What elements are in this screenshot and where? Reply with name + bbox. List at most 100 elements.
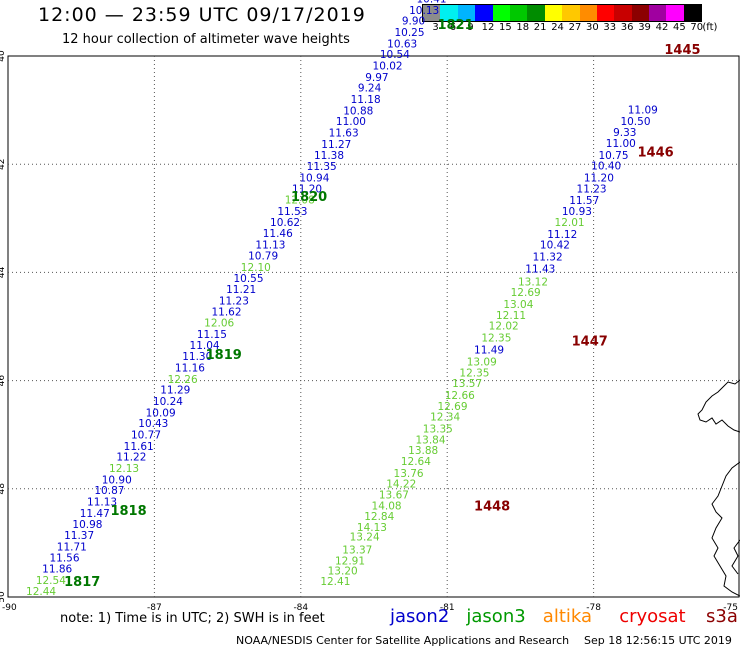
wave-height-value: 11.20: [584, 173, 614, 185]
wave-height-value: 12.44: [26, 586, 56, 598]
legend-bin-label: 70: [690, 22, 704, 33]
wave-height-value: 10.42: [540, 240, 570, 252]
wave-height-value: 10.55: [233, 273, 263, 285]
wave-height-value: 9.33: [613, 127, 636, 139]
legend-bin-label: 33: [603, 22, 617, 33]
wave-height-value: 10.25: [394, 27, 424, 39]
legend-bin-label: 21: [533, 22, 547, 33]
legend-unit-label: (ft): [702, 22, 718, 33]
wave-height-value: 11.62: [211, 307, 241, 319]
wave-height-value: 12.66: [445, 390, 475, 402]
wave-height-value: 13.35: [423, 424, 453, 436]
wave-height-value: 12.69: [511, 287, 541, 299]
legend-swatch: [649, 5, 667, 21]
wave-height-value: 9.90: [402, 16, 425, 28]
wave-height-value: 12.11: [496, 310, 526, 322]
wave-height-value: 11.09: [628, 104, 658, 116]
footer-timestamp: Sep 18 12:56:15 UTC 2019: [584, 634, 732, 647]
legend-bin-label: 12: [481, 22, 495, 33]
wave-height-value: 11.71: [57, 541, 87, 553]
legend-bin-label: 9: [467, 22, 474, 33]
legend-swatch: [579, 5, 597, 21]
pass-time-label: 1818: [110, 504, 146, 519]
wave-height-value: 11.38: [314, 150, 344, 162]
wave-height-value: 11.61: [124, 441, 154, 453]
legend-swatch: [544, 5, 563, 21]
wave-height-value: 13.57: [452, 378, 482, 390]
legend-swatch: [562, 5, 580, 21]
x-tick-label: -75: [723, 603, 738, 613]
wave-height-value: 11.57: [569, 195, 599, 207]
wave-height-value: 14.13: [357, 522, 387, 534]
wave-height-value: 12.54: [36, 575, 66, 587]
wave-height-value: 10.09: [146, 407, 176, 419]
wave-height-value: 10.77: [131, 429, 161, 441]
mission-label: jason2: [390, 606, 450, 627]
mission-label: cryosat: [619, 606, 686, 627]
legend-swatch: [666, 5, 684, 21]
legend-bin-label: 42: [655, 22, 669, 33]
wave-height-value: 14.08: [372, 500, 402, 512]
wave-height-value: 13.88: [408, 445, 438, 457]
pass-time-label: 1447: [572, 334, 608, 349]
figure-subtitle: 12 hour collection of altimeter wave hei…: [62, 32, 350, 47]
wave-height-value: 11.22: [116, 452, 146, 464]
wave-height-value: 10.90: [102, 474, 132, 486]
legend-bin-label: 36: [620, 22, 634, 33]
wave-height-value: 11.23: [577, 183, 607, 195]
mission-label: jason3: [466, 606, 526, 627]
legend-bin-label: 30: [586, 22, 599, 33]
wave-height-value: 12.35: [459, 367, 489, 379]
legend-bin-label: 3: [432, 22, 439, 33]
y-tick-label: 44: [0, 266, 7, 278]
wave-height-value: 11.16: [175, 362, 205, 374]
wave-height-value: 14.22: [386, 479, 416, 491]
wave-height-value: 11.23: [219, 295, 249, 307]
legend-bin-label: 39: [638, 22, 651, 33]
wave-height-value: 10.79: [248, 250, 278, 262]
pass-time-label: 1445: [664, 43, 700, 58]
legend-bin-label: 18: [516, 22, 530, 33]
wave-height-value: 11.27: [321, 139, 351, 151]
wave-height-value: 11.49: [474, 345, 504, 357]
legend-swatch: [614, 5, 632, 21]
wave-height-value: 10.24: [153, 396, 183, 408]
wave-height-value: 10.94: [299, 173, 329, 185]
wave-height-value: 13.24: [350, 532, 380, 544]
wave-height-value: 11.29: [160, 385, 190, 397]
coastline-detail: [731, 539, 740, 575]
wave-height-value: 10.93: [562, 206, 592, 218]
legend-bin-label: 45: [673, 22, 686, 33]
wave-height-value: 11.46: [263, 228, 293, 240]
legend-swatch: [527, 5, 545, 21]
legend-swatch: [631, 5, 650, 21]
wave-height-value: 10.63: [387, 38, 417, 50]
wave-height-value: 11.47: [80, 508, 110, 520]
wave-height-value: 10.40: [591, 161, 621, 173]
wave-height-value: 13.09: [467, 356, 497, 368]
wave-height-value: 13.84: [415, 434, 445, 446]
legend-swatch: [492, 5, 510, 21]
wave-height-value: 10.41: [416, 0, 446, 5]
wave-height-value: 11.53: [277, 206, 307, 218]
wave-height-value: 10.13: [409, 5, 439, 17]
x-tick-label: -87: [147, 603, 162, 613]
pass-time-label: 1819: [206, 348, 242, 363]
pass-time-label: 1821: [437, 18, 473, 33]
wave-height-value: 11.43: [525, 263, 555, 275]
x-tick-label: -78: [586, 603, 601, 613]
wave-height-value: 11.15: [197, 329, 227, 341]
wave-height-value: 9.97: [365, 72, 388, 84]
footer-source: NOAA/NESDIS Center for Satellite Applica…: [236, 634, 570, 647]
wave-height-value: 11.00: [336, 116, 366, 128]
mission-label: altika: [542, 606, 593, 627]
color-legend-bar: [422, 4, 703, 22]
wave-height-value: 13.04: [503, 299, 533, 311]
wave-height-value: 11.13: [87, 497, 117, 509]
wave-height-value: 13.37: [342, 545, 372, 557]
wave-height-value: 10.75: [598, 150, 628, 162]
wave-height-value: 12.34: [430, 412, 460, 424]
legend-swatch: [596, 5, 615, 21]
pass-time-label: 1817: [64, 575, 100, 590]
wave-height-value: 12.69: [437, 401, 467, 413]
